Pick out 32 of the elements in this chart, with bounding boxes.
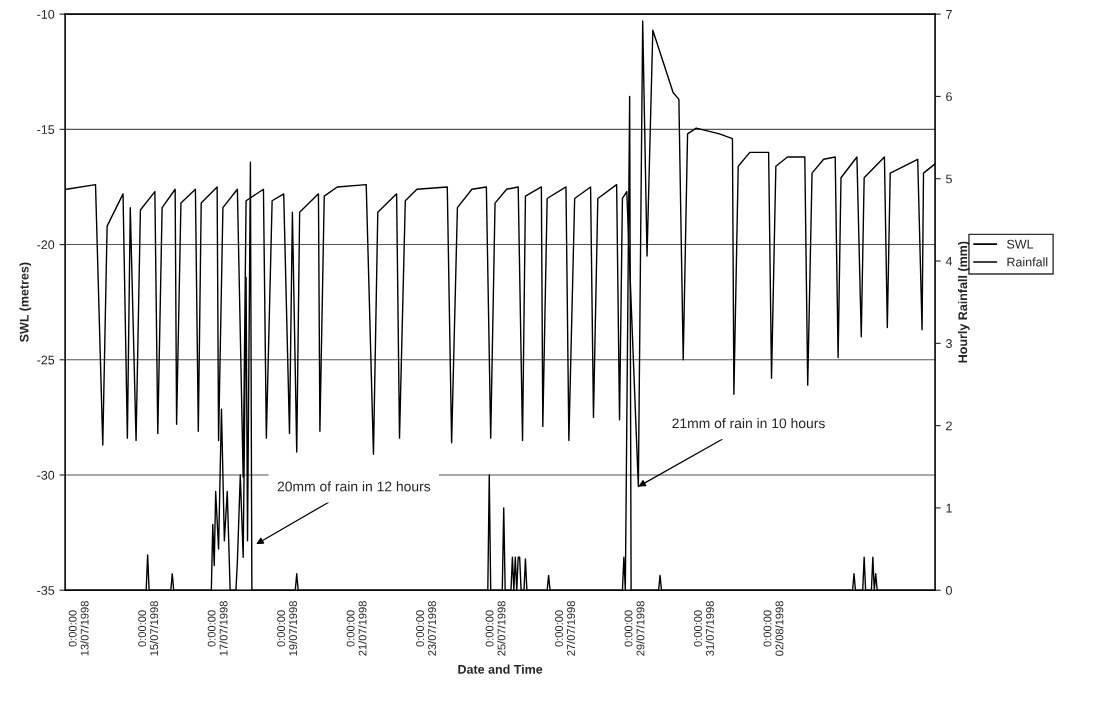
y2-tick-label: 6: [946, 92, 952, 102]
y-tick-label: -10: [37, 9, 55, 19]
x-tick-label: 0:00:00 21/07/1998: [346, 601, 367, 656]
x-tick-label: 0:00:00 25/07/1998: [485, 601, 506, 656]
x-tick-label: 0:00:00 15/07/1998: [138, 601, 159, 656]
y-tick-label: -15: [37, 125, 55, 134]
y-tick-label: -30: [37, 470, 55, 480]
y2-tick-label: 1: [946, 503, 952, 513]
x-tick-label: 0:00:00 17/07/1998: [207, 601, 228, 656]
x-tick-label: 0:00:00 29/07/1998: [624, 601, 645, 656]
y2-tick-label: 4: [945, 256, 953, 266]
y2-tick-label: 2: [946, 421, 952, 431]
legend-label: Rainfall: [1007, 257, 1048, 267]
x-tick-label: 0:00:00 31/07/1998: [694, 601, 714, 656]
x-tick-label: 0:00:00 02/08/1998: [763, 601, 784, 656]
x-axis-title: Date and Time: [458, 664, 543, 674]
y-tick-label: -20: [37, 240, 55, 250]
y2-tick-label: 3: [945, 339, 952, 348]
annotation: 21mm of rain in 10 hours: [672, 418, 825, 429]
y2-tick-label: 7: [946, 10, 952, 19]
y2-axis-title: Hourly Rainfall (mm): [958, 241, 970, 363]
x-tick-label: 0:00:00 23/07/1998: [416, 601, 436, 656]
y-tick-label: -25: [37, 355, 55, 365]
y-axis-title: SWL (metres): [19, 262, 32, 342]
legend-label: SWL: [1007, 239, 1034, 249]
y2-tick-label: 5: [946, 174, 952, 184]
x-tick-label: 0:00:00 27/07/1998: [555, 601, 575, 656]
y-tick-label: -35: [37, 586, 55, 595]
x-tick-label: 0:00:00 19/07/1998: [277, 601, 298, 656]
annotation: 20mm of rain in 12 hours: [277, 481, 431, 492]
y2-tick-label: 0: [945, 586, 952, 595]
x-tick-label: 0:00:00 13/07/1998: [68, 601, 89, 656]
